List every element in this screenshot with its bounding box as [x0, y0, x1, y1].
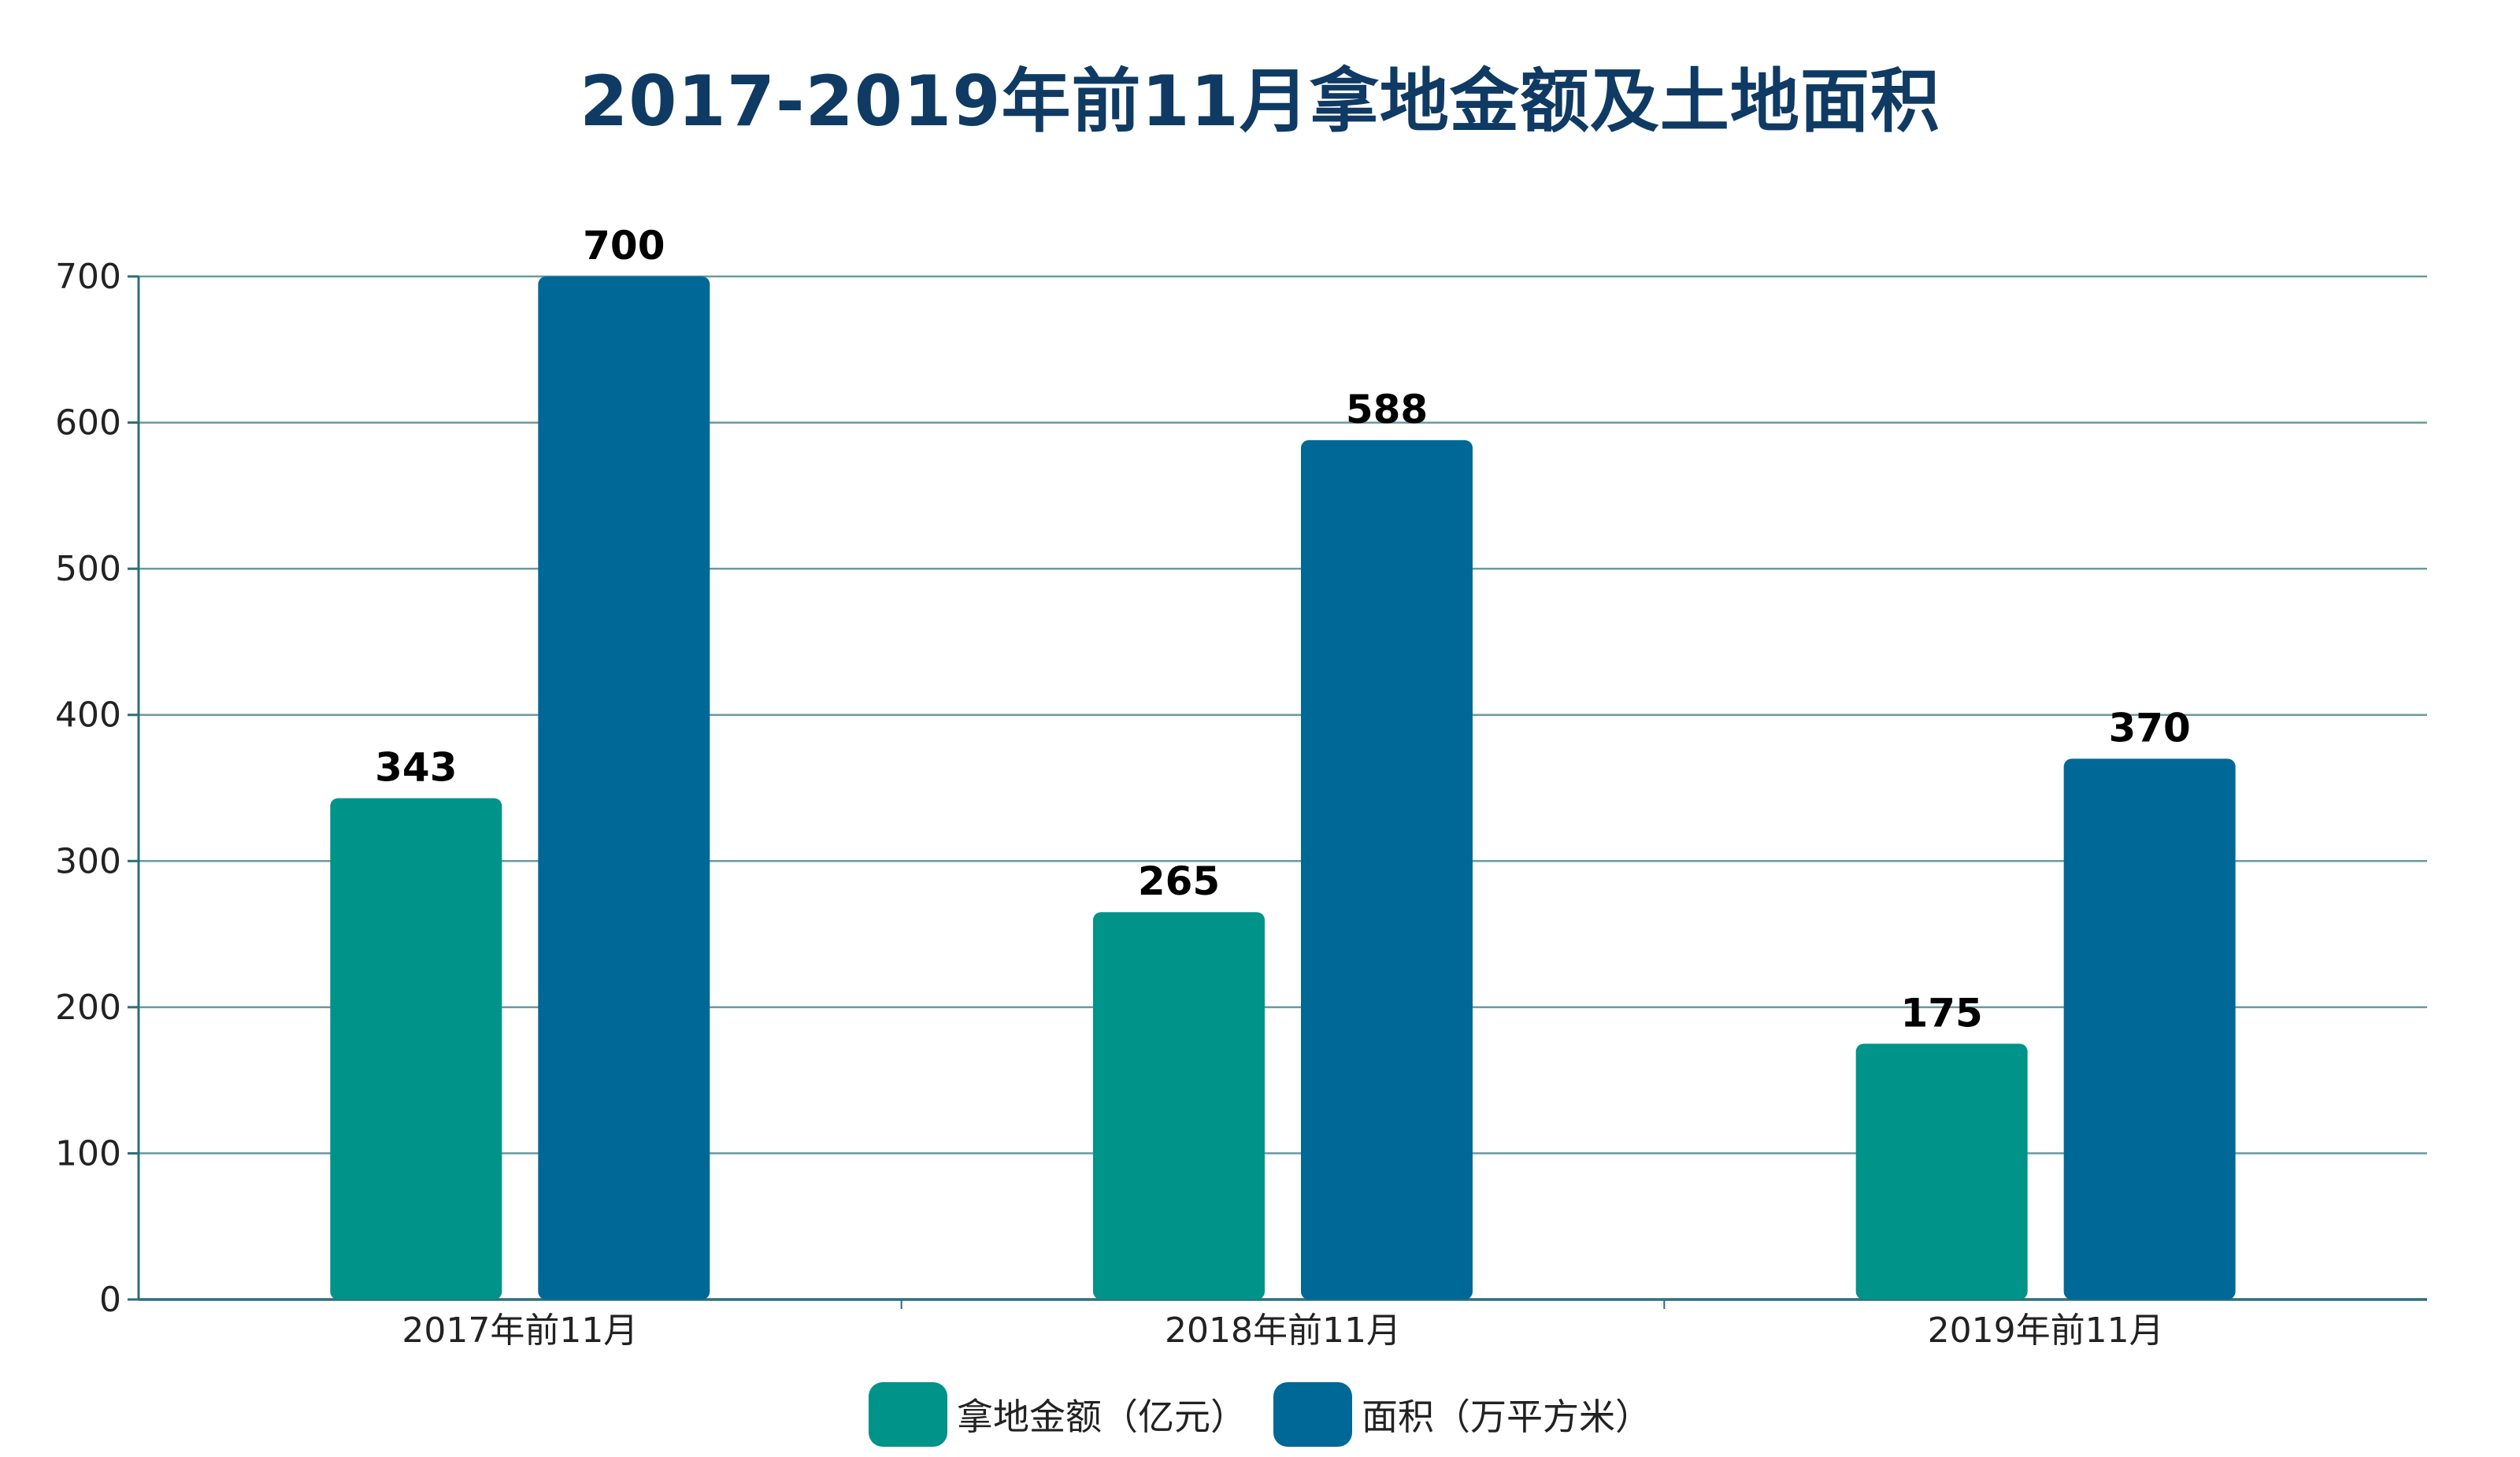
- bar[interactable]: [1301, 439, 1473, 1299]
- y-tick-label: 0: [99, 1280, 121, 1320]
- y-tick-label: 600: [55, 403, 121, 443]
- y-tick-label: 700: [55, 257, 121, 297]
- labels: 0 100 200 300 400 500 600 700 343 700 2017年前11月 265…: [55, 223, 2191, 1351]
- legend-label-amount: 拿地金额（亿元）: [957, 1396, 1247, 1438]
- data-label: 175: [1900, 990, 1982, 1036]
- bars: [330, 276, 2236, 1299]
- legend-swatch-amount: [869, 1382, 947, 1447]
- legend-item-area[interactable]: 面积（万平方米）: [1273, 1382, 1651, 1447]
- legend-swatch-area: [1273, 1382, 1352, 1447]
- legend-label-area: 面积（万平方米）: [1362, 1396, 1651, 1438]
- bar[interactable]: [330, 798, 502, 1299]
- data-label: 370: [2108, 705, 2190, 751]
- y-tick-label: 500: [55, 549, 121, 589]
- chart-title: 2017-2019年前11月拿地金额及土地面积: [580, 61, 1940, 142]
- legend-item-amount[interactable]: 拿地金额（亿元）: [869, 1382, 1247, 1447]
- bar[interactable]: [1855, 1044, 2028, 1299]
- x-tick-label: 2019年前11月: [1928, 1311, 2164, 1351]
- data-label: 343: [375, 744, 457, 790]
- bar[interactable]: [1093, 912, 1265, 1299]
- data-label: 588: [1346, 387, 1428, 432]
- x-tick-label: 2018年前11月: [1165, 1311, 1401, 1351]
- y-tick-label: 300: [55, 841, 121, 881]
- y-tick-label: 400: [55, 695, 121, 736]
- x-tick-label: 2017年前11月: [402, 1311, 638, 1351]
- bar[interactable]: [538, 276, 710, 1299]
- legend: 拿地金额（亿元） 面积（万平方米）: [0, 1382, 2520, 1447]
- data-label: 700: [583, 223, 665, 269]
- data-label: 265: [1138, 858, 1220, 904]
- axes: [128, 275, 2427, 1309]
- bar[interactable]: [2063, 758, 2236, 1299]
- y-tick-label: 100: [55, 1133, 121, 1173]
- y-tick-label: 200: [55, 988, 121, 1028]
- gridlines: [139, 275, 2427, 1155]
